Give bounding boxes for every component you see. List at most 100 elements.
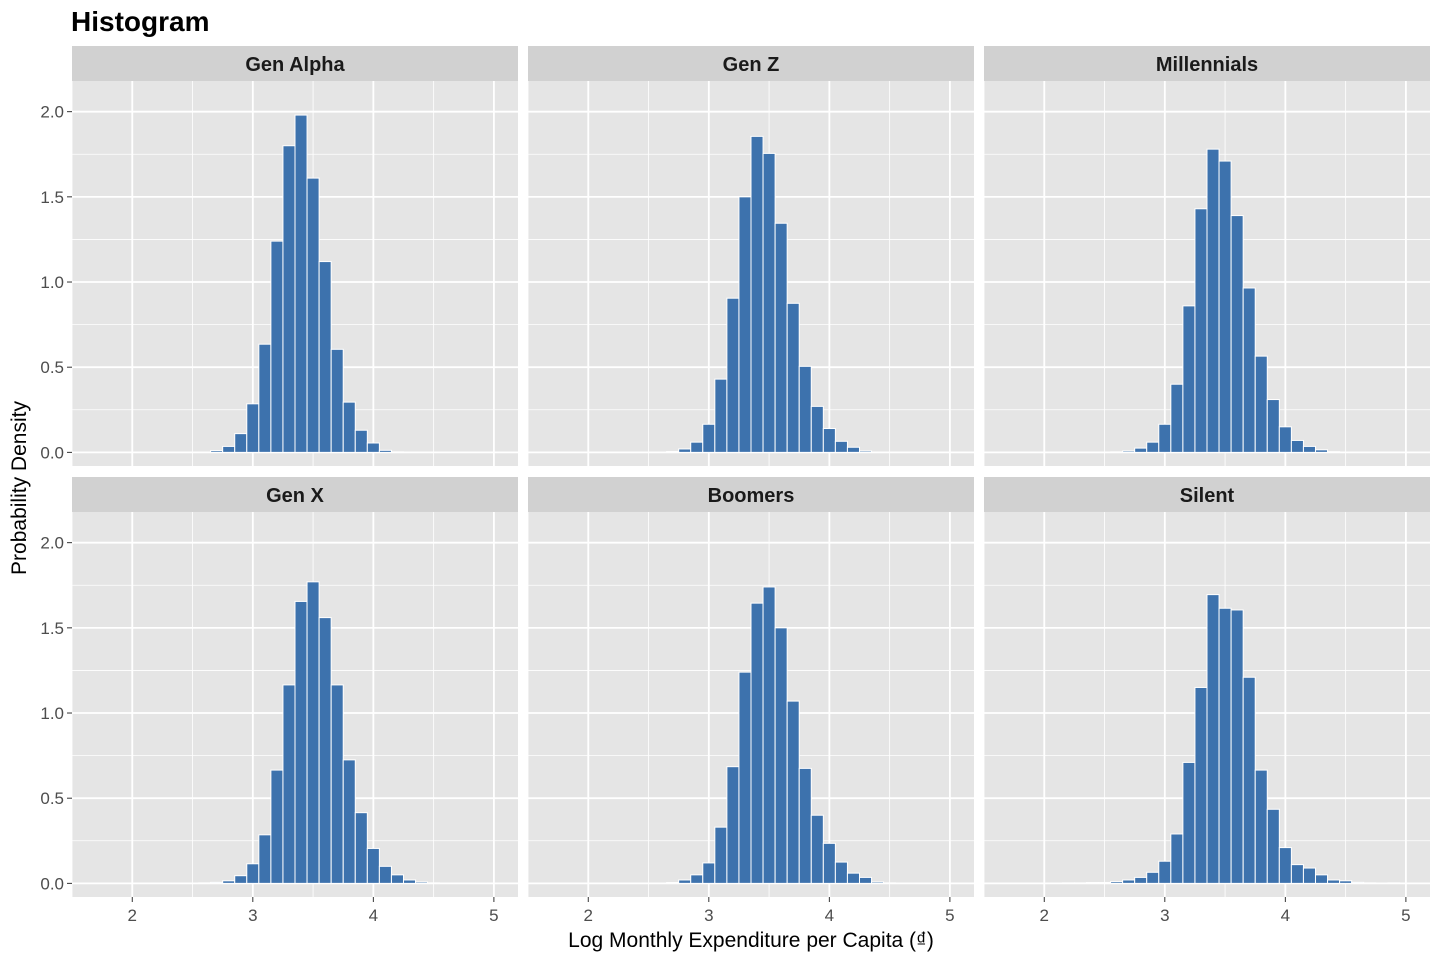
histogram-bar <box>786 700 800 884</box>
x-tick-label: 5 <box>945 906 954 925</box>
histogram-bar <box>378 449 392 453</box>
facet-label: Millennials <box>1156 54 1258 76</box>
panel: Gen X 0.0 0.5 1.0 1.5 2.0 2 3 4 5 <box>40 477 518 925</box>
histogram-bar <box>1363 882 1377 884</box>
histogram-bar <box>1158 860 1172 884</box>
histogram-bar <box>690 441 704 453</box>
panel: Gen Z <box>527 46 974 466</box>
histogram-bar <box>402 879 417 884</box>
histogram-bar <box>390 451 404 453</box>
histogram-bar <box>294 600 308 884</box>
histogram-bar <box>871 881 885 884</box>
histogram-bar <box>822 842 836 884</box>
y-tick-label: 0.5 <box>40 789 64 808</box>
histogram-bar <box>738 196 752 453</box>
histogram-bar <box>1218 607 1232 884</box>
histogram-bar <box>810 814 824 884</box>
histogram-bar <box>1170 833 1184 884</box>
histogram-bar <box>1351 881 1365 884</box>
facet-label: Gen X <box>266 485 324 507</box>
histogram-bar <box>1110 451 1124 453</box>
histogram-bar <box>1339 880 1353 884</box>
panel: Boomers 2 3 4 5 <box>527 477 974 925</box>
histogram-bar <box>1242 287 1256 453</box>
x-tick-label: 4 <box>369 906 378 925</box>
histogram-bar <box>786 302 800 453</box>
x-tick-label: 2 <box>584 906 593 925</box>
histogram-bar <box>366 442 380 453</box>
histogram-bar <box>318 261 332 453</box>
histogram-bar <box>726 297 740 453</box>
histogram-bar <box>774 627 788 884</box>
histogram-bar <box>1278 847 1292 884</box>
histogram-bar <box>1278 426 1292 453</box>
histogram-bar <box>342 401 356 453</box>
histogram-bar <box>702 423 716 453</box>
x-tick-label: 5 <box>489 906 498 925</box>
histogram-bar <box>798 365 812 453</box>
facet-strip <box>984 477 1430 512</box>
histogram-bar <box>678 879 692 884</box>
histogram-bar <box>858 450 873 453</box>
histogram-bar <box>330 684 344 884</box>
x-tick-label: 4 <box>1281 906 1290 925</box>
histogram-bar <box>342 759 356 884</box>
histogram-bar <box>390 874 404 884</box>
histogram-bar <box>1122 450 1136 453</box>
x-tick-label: 3 <box>248 906 257 925</box>
histogram-bar <box>1230 215 1244 453</box>
histogram-bar <box>1266 399 1280 453</box>
y-tick-label: 1.0 <box>40 273 64 292</box>
histogram-bar <box>834 861 848 884</box>
histogram-bar <box>1158 423 1172 453</box>
histogram-bar <box>1134 876 1148 884</box>
histogram-bar <box>834 440 848 453</box>
histogram-bar <box>1327 879 1341 884</box>
panels-layer: Gen Alpha 0.0 0.5 1.0 1.5 2.0 Gen Z Millennials… <box>40 46 1430 925</box>
histogram-bar <box>222 880 236 884</box>
histogram-bar <box>714 378 728 453</box>
histogram-bar <box>1206 148 1220 453</box>
histogram-bar <box>1098 882 1112 884</box>
x-tick-label: 5 <box>1401 906 1410 925</box>
y-tick-label: 0.0 <box>40 874 64 893</box>
histogram-bar <box>1218 160 1232 453</box>
histogram-bar <box>1073 882 1087 884</box>
histogram-bar <box>1146 871 1160 884</box>
histogram-bar <box>1206 594 1220 884</box>
facet-strip <box>72 46 518 81</box>
histogram-bar <box>198 882 212 884</box>
histogram-bar <box>282 684 296 884</box>
histogram-bar <box>1254 769 1268 884</box>
histogram-bar <box>726 766 740 884</box>
histogram-bar <box>1085 882 1100 884</box>
histogram-bar <box>750 135 764 453</box>
facet-strip <box>528 477 974 512</box>
histogram-bar <box>1061 882 1075 884</box>
histogram-bar <box>810 405 824 453</box>
histogram-bar <box>246 863 260 884</box>
histogram-bar <box>234 875 248 884</box>
histogram-bar <box>1182 305 1196 453</box>
histogram-bar <box>1302 445 1316 453</box>
panel: Gen Alpha 0.0 0.5 1.0 1.5 2.0 <box>40 46 518 466</box>
histogram-bar <box>798 767 812 884</box>
histogram-bar <box>702 862 716 884</box>
histogram-bar <box>750 602 764 884</box>
histogram-bar <box>690 874 704 884</box>
histogram-bar <box>714 826 728 884</box>
facet-strip <box>528 46 974 81</box>
histogram-bar <box>354 812 368 884</box>
y-tick-label: 1.5 <box>40 619 64 638</box>
histogram-bar <box>738 671 752 884</box>
x-axis-title: Log Monthly Expenditure per Capita (₫) <box>568 929 934 952</box>
histogram-bar <box>1302 867 1316 884</box>
histogram-bar <box>306 581 320 884</box>
histogram-bar <box>354 429 368 453</box>
histogram-bar <box>1387 882 1401 884</box>
histogram-bar <box>858 876 873 884</box>
histogram-bar <box>1314 874 1329 884</box>
chart-title: Histogram <box>71 6 209 37</box>
histogram-bar <box>666 451 680 453</box>
histogram-bar <box>678 448 692 453</box>
